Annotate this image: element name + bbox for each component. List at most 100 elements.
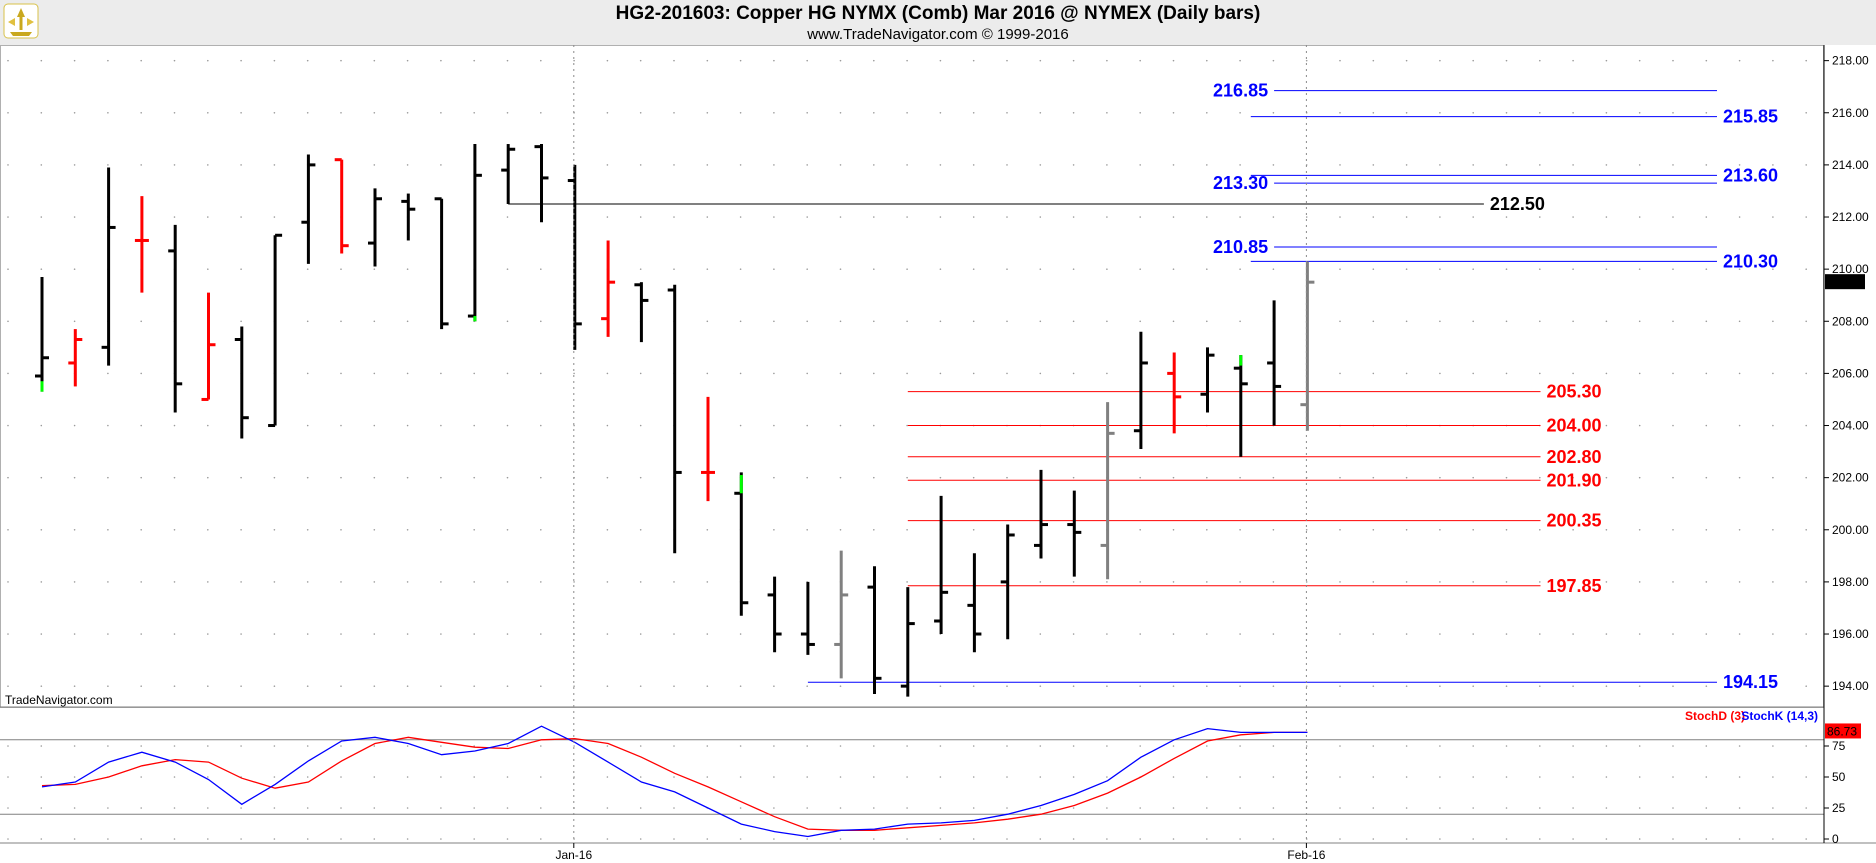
grid-dot [440,581,442,583]
grid-dot [1272,838,1275,840]
grid-dot [773,528,775,531]
grid-dot [1672,111,1674,114]
grid-dot [606,164,609,166]
grid-dot [7,111,9,114]
grid-dot [1805,424,1807,427]
grid-dot [1239,216,1241,218]
grid-dot [1272,59,1275,62]
ohlc-bar [1067,490,1082,577]
grid-dot [673,581,675,583]
grid-dot [306,59,309,62]
grid-dot [173,111,176,114]
grid-dot [1805,320,1807,323]
grid-dot [1472,685,1474,687]
grid-dot [673,807,675,809]
grid-dot [40,164,43,166]
grid-dot [673,216,675,218]
grid-dot [1572,528,1574,531]
grid-dot [1239,776,1241,778]
grid-dot [806,372,808,375]
y-tick-label: 212.00 [1832,210,1869,224]
grid-dot [1605,164,1608,166]
grid-dot [1539,776,1541,778]
grid-dot [306,476,309,479]
grid-dot [1372,776,1375,778]
grid-dot [540,476,542,479]
grid-dot [440,528,442,531]
grid-dot [1439,372,1441,375]
grid-dot [1239,268,1241,270]
grid-dot [473,776,476,778]
grid-dot [1039,807,1042,809]
grid-dot [173,424,176,427]
grid-dot [406,424,409,427]
grid-dot [906,216,908,218]
grid-dot [1172,685,1175,687]
grid-dot [506,476,509,479]
grid-dot [207,476,209,479]
level-label: 213.60 [1723,165,1778,185]
grid-dot [140,372,142,375]
grid-dot [1705,164,1708,166]
grid-dot [1672,633,1674,635]
grid-dot [473,581,476,583]
grid-dot [1439,807,1441,809]
grid-dot [1772,807,1774,809]
grid-dot [1472,111,1474,114]
grid-dot [140,111,142,114]
grid-dot [606,776,609,778]
grid-dot [173,633,176,635]
grid-dot [1505,528,1508,531]
grid-dot [1472,581,1474,583]
grid-dot [1239,111,1241,114]
grid-dot [739,685,742,687]
grid-dot [373,476,376,479]
grid-dot [606,685,609,687]
grid-dot [1139,528,1141,531]
grid-dot [1772,528,1774,531]
grid-dot [406,372,409,375]
grid-dot [1439,59,1441,62]
y-tick-label: 208.00 [1832,314,1869,328]
grid-dot [1239,164,1241,166]
grid-dot [273,776,276,778]
grid-dot [1372,216,1375,218]
grid-dot [1239,59,1241,62]
grid-dot [1272,216,1275,218]
grid-dot [7,59,9,62]
grid-dot [73,59,76,62]
grid-dot [1705,807,1708,809]
grid-dot [373,685,376,687]
grid-dot [939,685,942,687]
last-price-label: 209.50 [1828,275,1865,289]
grid-dot [1572,745,1574,747]
grid-dot [107,633,109,635]
grid-dot [506,268,509,270]
grid-dot [240,59,242,62]
grid-dot [1172,745,1175,747]
grid-dot [1472,776,1474,778]
grid-dot [1605,685,1608,687]
grid-dot [40,59,43,62]
grid-dot [506,59,509,62]
grid-dot [1339,320,1341,323]
grid-dot [1272,528,1275,531]
grid-dot [1072,59,1075,62]
grid-dot [240,838,242,840]
grid-dot [1139,745,1141,747]
grid-dot [1672,476,1674,479]
grid-dot [306,111,309,114]
grid-dot [1705,581,1708,583]
grid-dot [1472,164,1474,166]
grid-dot [1805,476,1807,479]
ohlc-bar [867,566,882,694]
grid-dot [706,685,709,687]
grid-dot [1405,320,1408,323]
grid-dot [839,59,842,62]
grid-dot [873,424,875,427]
grid-dot [1106,164,1108,166]
grid-dot [1772,111,1774,114]
grid-dot [1339,776,1341,778]
grid-dot [40,528,43,531]
grid-dot [1672,838,1674,840]
